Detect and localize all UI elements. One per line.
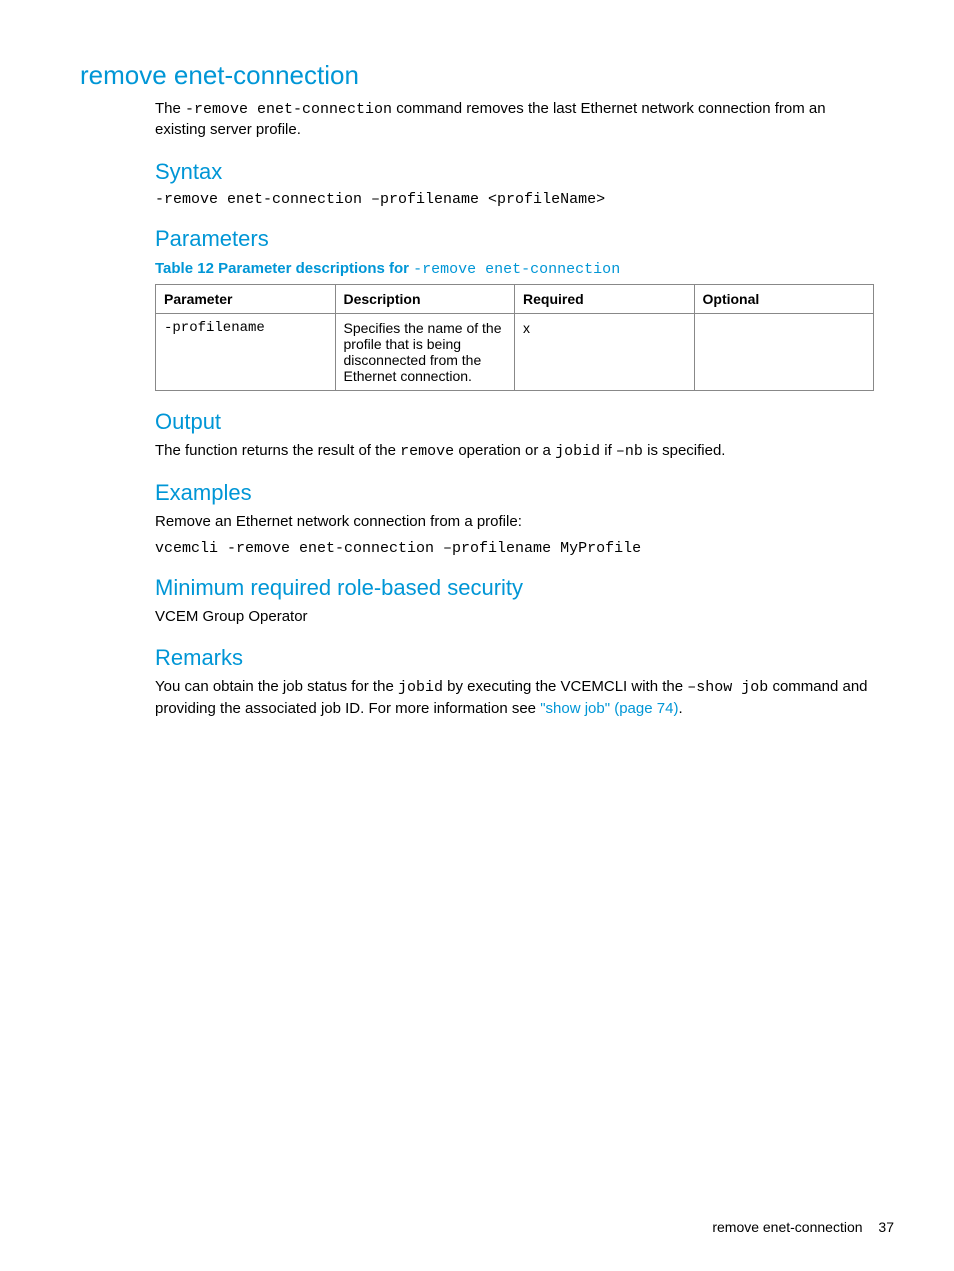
remarks-post: . — [678, 700, 682, 717]
security-heading: Minimum required role-based security — [155, 575, 874, 601]
output-pre: The function returns the result of the — [155, 442, 400, 459]
page-title: remove enet-connection — [60, 60, 894, 91]
intro-code: -remove enet-connection — [185, 101, 392, 118]
remarks-code2: –show job — [687, 679, 768, 696]
remarks-pre: You can obtain the job status for the — [155, 678, 398, 695]
output-code1: remove — [400, 443, 454, 460]
remarks-mid1: by executing the VCEMCLI with the — [443, 678, 687, 695]
remarks-heading: Remarks — [155, 645, 874, 671]
output-paragraph: The function returns the result of the r… — [155, 441, 874, 462]
examples-code: vcemcli -remove enet-connection –profile… — [155, 540, 874, 557]
cell-desc: Specifies the name of the profile that i… — [335, 313, 515, 390]
syntax-heading: Syntax — [155, 159, 874, 185]
cell-param: -profilename — [156, 313, 336, 390]
col-optional: Optional — [694, 284, 874, 313]
table-caption-code: -remove enet-connection — [413, 261, 620, 278]
output-post: is specified. — [643, 442, 726, 459]
col-required: Required — [515, 284, 695, 313]
cell-optional — [694, 313, 874, 390]
cell-required: x — [515, 313, 695, 390]
syntax-code: -remove enet-connection –profilename <pr… — [155, 191, 874, 208]
remarks-paragraph: You can obtain the job status for the jo… — [155, 677, 874, 719]
examples-heading: Examples — [155, 480, 874, 506]
intro-paragraph: The -remove enet-connection command remo… — [155, 99, 874, 141]
table-row: -profilename Specifies the name of the p… — [156, 313, 874, 390]
footer-page-number: 37 — [878, 1219, 894, 1235]
col-parameter: Parameter — [156, 284, 336, 313]
security-body: VCEM Group Operator — [155, 607, 874, 627]
remarks-link[interactable]: "show job" (page 74) — [540, 700, 678, 717]
document-page: remove enet-connection The -remove enet-… — [0, 0, 954, 767]
output-heading: Output — [155, 409, 874, 435]
parameters-heading: Parameters — [155, 226, 874, 252]
output-code2: jobid — [555, 443, 600, 460]
output-code3: –nb — [616, 443, 643, 460]
content-body: The -remove enet-connection command remo… — [60, 99, 894, 719]
intro-pre: The — [155, 100, 185, 117]
examples-intro: Remove an Ethernet network connection fr… — [155, 512, 874, 532]
output-mid2: if — [600, 442, 616, 459]
footer-title: remove enet-connection — [712, 1219, 862, 1235]
table-caption: Table 12 Parameter descriptions for -rem… — [155, 260, 874, 278]
col-description: Description — [335, 284, 515, 313]
parameters-table: Parameter Description Required Optional … — [155, 284, 874, 391]
page-footer: remove enet-connection 37 — [712, 1219, 894, 1235]
table-header-row: Parameter Description Required Optional — [156, 284, 874, 313]
remarks-code1: jobid — [398, 679, 443, 696]
table-caption-prefix: Table 12 Parameter descriptions for — [155, 260, 413, 277]
output-mid1: operation or a — [454, 442, 555, 459]
